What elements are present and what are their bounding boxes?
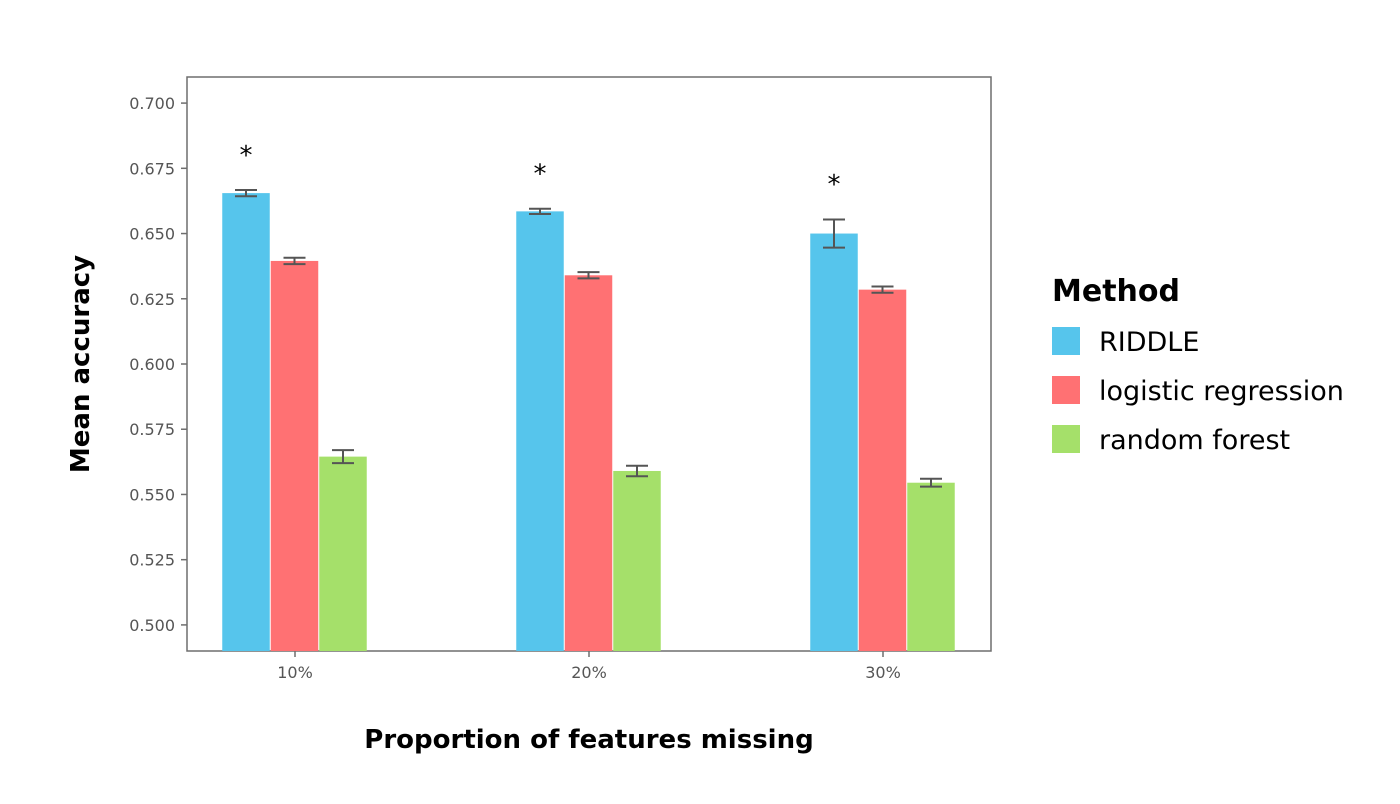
bar-logistic-regression: [270, 260, 319, 651]
y-tick-label: 0.575: [129, 420, 175, 439]
bar-logistic-regression: [564, 275, 613, 651]
y-tick-label: 0.625: [129, 290, 175, 309]
legend-label: logistic regression: [1099, 376, 1344, 407]
significance-marker: *: [828, 170, 841, 200]
bars-group: [222, 193, 955, 652]
y-tick-label: 0.700: [129, 94, 175, 113]
legend-swatch: [1052, 425, 1080, 453]
y-tick-label: 0.500: [129, 616, 175, 635]
y-tick-label: 0.550: [129, 485, 175, 504]
x-tick-label: 30%: [865, 663, 901, 682]
legend-swatch: [1052, 376, 1080, 404]
significance-marker: *: [240, 141, 253, 171]
y-tick-label: 0.675: [129, 159, 175, 178]
y-tick-label: 0.650: [129, 225, 175, 244]
error-bars-group: [235, 188, 942, 488]
legend-swatch: [1052, 327, 1080, 355]
y-tick-label: 0.525: [129, 551, 175, 570]
y-axis: 0.500 0.525 0.550 0.575 0.600 0.625 0.650 0.675…: [129, 94, 187, 635]
x-axis: 10% 20% 30%: [277, 651, 901, 682]
significance-marker: *: [534, 159, 547, 189]
bar-riddle: [222, 193, 270, 651]
legend: Method RIDDLE logistic regression random f…: [1052, 274, 1344, 456]
y-axis-title: Mean accuracy: [66, 255, 96, 473]
bar-riddle: [516, 211, 564, 652]
x-tick-label: 20%: [571, 663, 607, 682]
legend-label: random forest: [1099, 425, 1290, 456]
bar-riddle: [810, 233, 858, 651]
bar-random-forest: [319, 456, 367, 651]
x-axis-title: Proportion of features missing: [364, 725, 813, 755]
x-tick-label: 10%: [277, 663, 313, 682]
annotations-group: * * *: [240, 141, 841, 200]
legend-label: RIDDLE: [1099, 327, 1199, 358]
y-tick-label: 0.600: [129, 355, 175, 374]
bar-logistic-regression: [858, 289, 907, 651]
bar-random-forest: [907, 482, 955, 651]
bar-random-forest: [613, 470, 661, 651]
legend-title: Method: [1052, 274, 1180, 309]
